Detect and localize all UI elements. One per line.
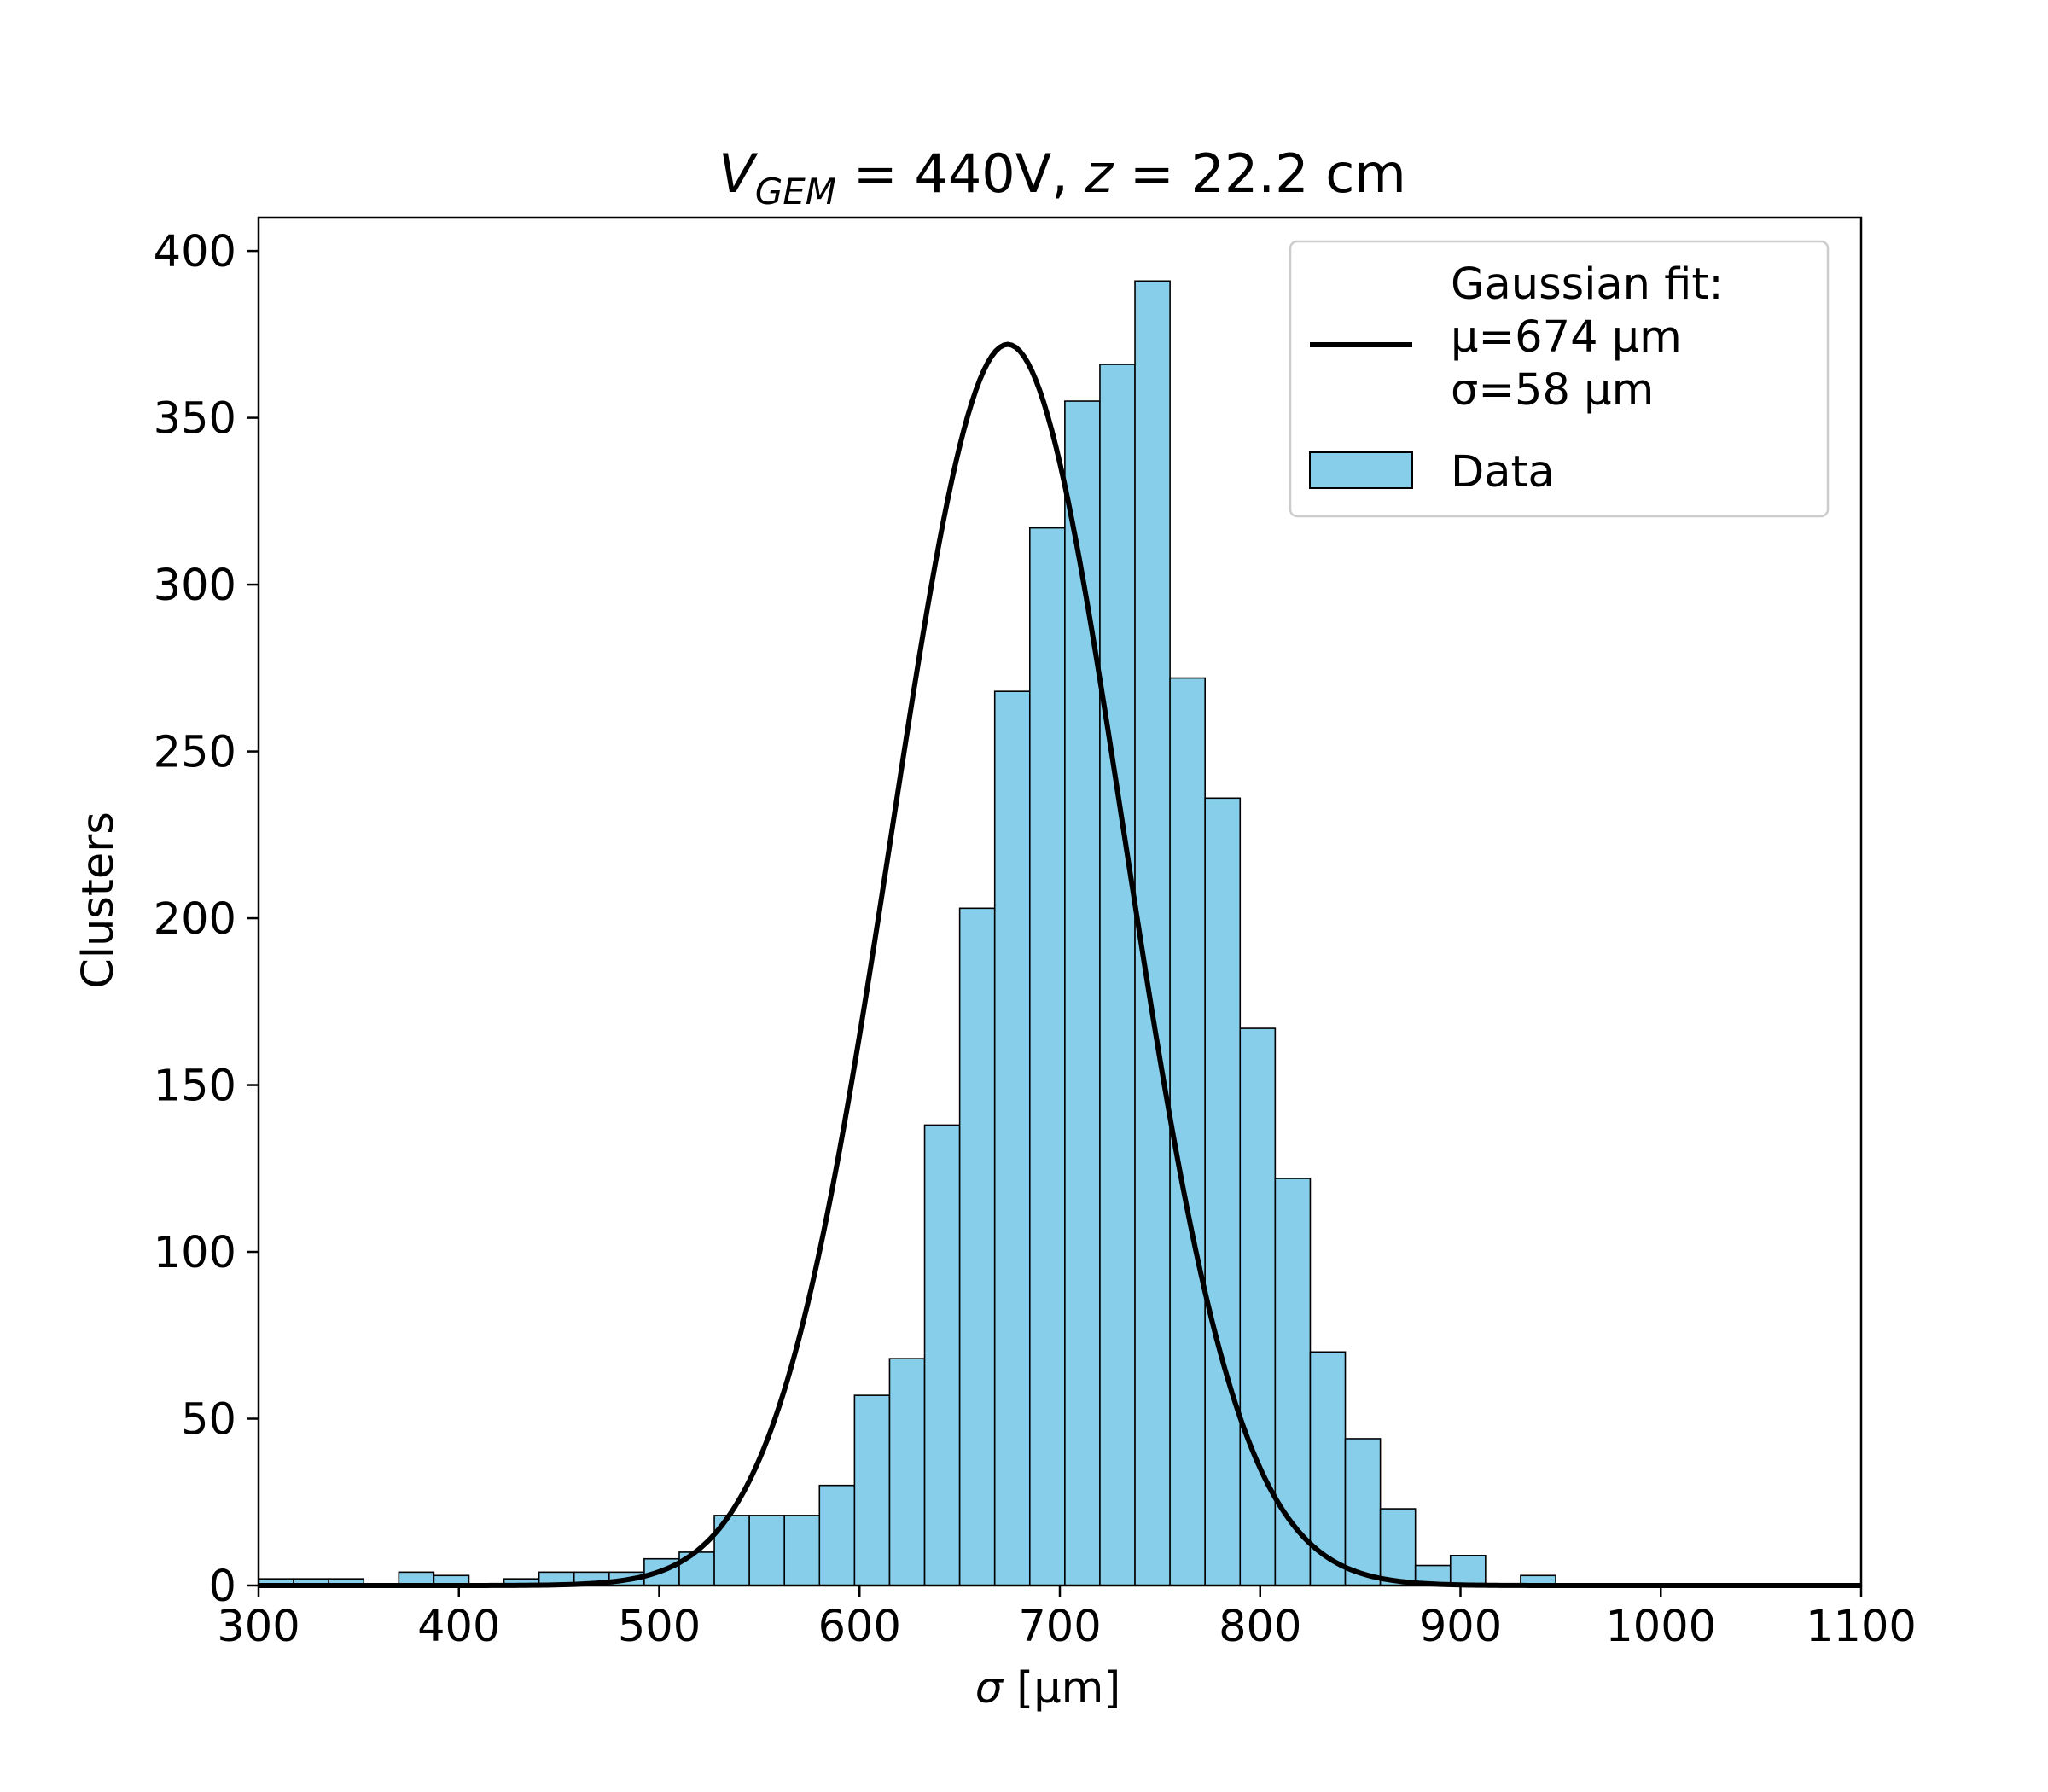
histogram-bar	[748, 1515, 786, 1586]
histogram-bar	[1274, 1178, 1312, 1586]
histogram-bar	[1449, 1555, 1487, 1586]
histogram-bar	[1064, 400, 1101, 1586]
chart-title: VGEM = 440V, z = 22.2 cm	[719, 143, 1405, 212]
x-tick-label: 900	[1419, 1602, 1502, 1652]
y-tick-label: 300	[154, 561, 236, 611]
x-tick-label: 1100	[1806, 1602, 1917, 1652]
histogram-bar	[1028, 527, 1066, 1586]
y-tick-label: 150	[154, 1062, 236, 1112]
legend: Gaussian fit: μ=674 μm σ=58 μm Data	[1289, 240, 1830, 518]
histogram-bar	[958, 907, 996, 1586]
histogram-bar	[1379, 1508, 1417, 1586]
y-tick-label: 350	[154, 394, 236, 445]
histogram-bar	[853, 1394, 891, 1586]
legend-data-label: Data	[1451, 447, 1555, 497]
y-axis-ticks: 0 50 100 150 200 250 300 350 400	[154, 227, 259, 1612]
legend-data-swatch	[1309, 451, 1413, 489]
histogram-bar	[1239, 1027, 1277, 1586]
y-axis-label: Clusters	[73, 812, 124, 989]
histogram-bar	[923, 1124, 961, 1586]
y-tick-label: 250	[154, 728, 236, 778]
x-tick-label: 1000	[1605, 1602, 1716, 1652]
legend-fit-label-line1: Gaussian fit:	[1451, 259, 1724, 310]
x-tick-label: 700	[1018, 1602, 1101, 1652]
histogram-bar	[888, 1358, 926, 1586]
y-tick-label: 100	[154, 1228, 236, 1278]
histogram-bar	[1204, 797, 1242, 1586]
histogram-bar	[1344, 1438, 1382, 1586]
histogram-bar	[1169, 677, 1206, 1586]
legend-fit-label-line2: μ=674 μm	[1451, 312, 1682, 363]
legend-box	[1289, 240, 1830, 518]
histogram-bar	[783, 1515, 821, 1586]
x-tick-label: 800	[1219, 1602, 1301, 1652]
x-tick-label: 500	[618, 1602, 701, 1652]
legend-fit-label-line3: σ=58 μm	[1451, 365, 1654, 416]
x-tick-label: 600	[818, 1602, 901, 1652]
x-axis-ticks: 300 400 500 600 700 800 900 1000 1100	[217, 1585, 1917, 1652]
y-tick-label: 0	[209, 1562, 236, 1612]
y-tick-label: 200	[154, 894, 236, 945]
histogram-bar	[1099, 364, 1136, 1586]
histogram-bar	[1134, 280, 1171, 1586]
y-tick-label: 400	[154, 227, 236, 277]
histogram-bar	[818, 1484, 856, 1586]
x-tick-label: 400	[417, 1602, 500, 1652]
histogram-bar	[993, 690, 1031, 1586]
histogram-bars	[258, 280, 1556, 1586]
y-tick-label: 50	[181, 1395, 236, 1446]
x-axis-label: σ [μm]	[975, 1663, 1120, 1713]
x-tick-label: 300	[217, 1602, 300, 1652]
